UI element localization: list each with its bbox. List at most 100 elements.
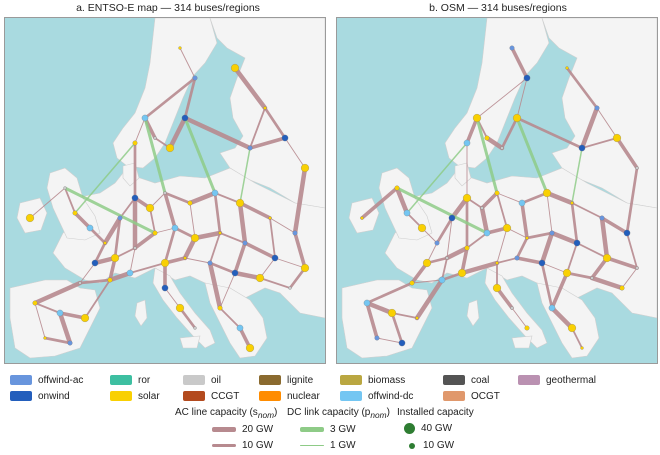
bus-node xyxy=(548,304,556,312)
bus-node xyxy=(178,46,182,50)
legend-carrier: offwind-dc xyxy=(340,389,413,403)
ac-line-swatch-10gw xyxy=(212,444,236,447)
ac-line-legend-item: 20 GW xyxy=(212,424,273,435)
ac-line xyxy=(88,226,107,245)
bus-node xyxy=(161,284,169,292)
bus-node xyxy=(132,140,138,146)
ac-line xyxy=(496,227,508,264)
ac-line xyxy=(539,230,555,266)
ac-line xyxy=(189,202,196,239)
ac-line xyxy=(163,226,177,265)
bus-node xyxy=(398,339,406,347)
legend-carrier: lignite xyxy=(259,373,313,387)
bus-node xyxy=(494,190,500,196)
bus-node xyxy=(231,269,239,277)
legend-carrier: biomass xyxy=(340,373,405,387)
bus-node xyxy=(415,316,419,320)
bus-node xyxy=(363,299,371,307)
ac-line xyxy=(209,232,221,264)
bus-node xyxy=(502,223,512,233)
ac-line xyxy=(444,245,470,261)
legend-label: geothermal xyxy=(546,374,597,386)
ac-line xyxy=(525,231,554,240)
map-osm[interactable] xyxy=(336,17,658,364)
land-region xyxy=(466,299,480,327)
bus-node xyxy=(542,188,552,198)
bus-node xyxy=(549,230,555,236)
legend-carrier: solar xyxy=(110,389,160,403)
ac-line xyxy=(238,201,272,220)
legend-carrier: geothermal xyxy=(518,373,596,387)
ac-line xyxy=(143,76,197,120)
ac-line xyxy=(566,242,578,274)
ac-line xyxy=(274,257,306,269)
bus-node xyxy=(599,215,605,221)
ac-line xyxy=(192,230,223,241)
bus-node xyxy=(141,114,149,122)
swatch-biomass xyxy=(340,375,362,385)
bus-node xyxy=(374,335,380,341)
bus-node xyxy=(602,253,612,263)
legend-label: lignite xyxy=(287,374,314,386)
ac-line xyxy=(621,267,638,289)
legend-label: solar xyxy=(138,390,160,402)
ac-line xyxy=(57,310,73,346)
ac-line xyxy=(119,197,136,219)
ac-line xyxy=(515,256,544,265)
ac-line xyxy=(540,261,554,310)
ac-line xyxy=(133,231,157,250)
ac-line xyxy=(605,256,639,270)
dc-link xyxy=(406,142,468,214)
bus-node xyxy=(635,166,639,170)
legend-carrier: CCGT xyxy=(183,389,239,403)
ac-line xyxy=(441,257,448,281)
ac-line xyxy=(292,165,308,236)
bus-node xyxy=(509,45,515,51)
ac-line xyxy=(510,46,529,80)
bus-node xyxy=(523,74,531,82)
bus-node xyxy=(619,285,625,291)
legend-label: ror xyxy=(138,374,151,386)
carrier-legend-row-2: onwind solar CCGT nuclear offwind-dc OCG… xyxy=(0,389,660,403)
bus-node xyxy=(163,191,167,195)
legend-label: oil xyxy=(211,374,222,386)
bus-node xyxy=(183,256,187,260)
bus-node xyxy=(211,189,219,197)
installed-capacity-legend-item: 10 GW xyxy=(407,440,454,451)
dc-link-label: 3 GW xyxy=(330,424,356,435)
ac-line xyxy=(213,191,222,235)
bus-node xyxy=(580,346,584,350)
bus-node xyxy=(192,75,198,81)
bus-node xyxy=(236,324,244,332)
legend-carrier: offwind-ac xyxy=(10,373,83,387)
ac-line xyxy=(446,217,453,259)
ac-line xyxy=(459,260,500,276)
ac-line xyxy=(576,242,608,259)
ac-line-label: 20 GW xyxy=(242,424,274,435)
ac-line xyxy=(615,136,639,170)
dc-link-legend-item: 1 GW xyxy=(300,440,356,451)
bus-node xyxy=(207,260,213,266)
bus-node xyxy=(181,114,189,122)
bus-node xyxy=(457,268,467,278)
ac-line xyxy=(571,202,603,219)
land-region xyxy=(341,279,433,359)
bus-node xyxy=(462,193,472,203)
bus-node xyxy=(510,306,514,310)
dc-link-swatch-1gw xyxy=(300,444,324,447)
ac-line xyxy=(411,279,443,284)
bus-node xyxy=(417,223,427,233)
dc-link xyxy=(183,117,217,194)
ac-line xyxy=(164,287,181,309)
bus-node xyxy=(245,343,255,353)
ac-line xyxy=(625,166,639,235)
legend-carrier: ror xyxy=(110,373,150,387)
map-entsoe[interactable] xyxy=(4,17,326,364)
ac-line xyxy=(546,192,553,234)
swatch-ror xyxy=(110,375,132,385)
ac-line xyxy=(34,302,46,339)
dc-link xyxy=(475,117,499,194)
ac-line xyxy=(544,190,575,206)
ac-line xyxy=(43,336,72,345)
ac-line xyxy=(284,137,306,169)
